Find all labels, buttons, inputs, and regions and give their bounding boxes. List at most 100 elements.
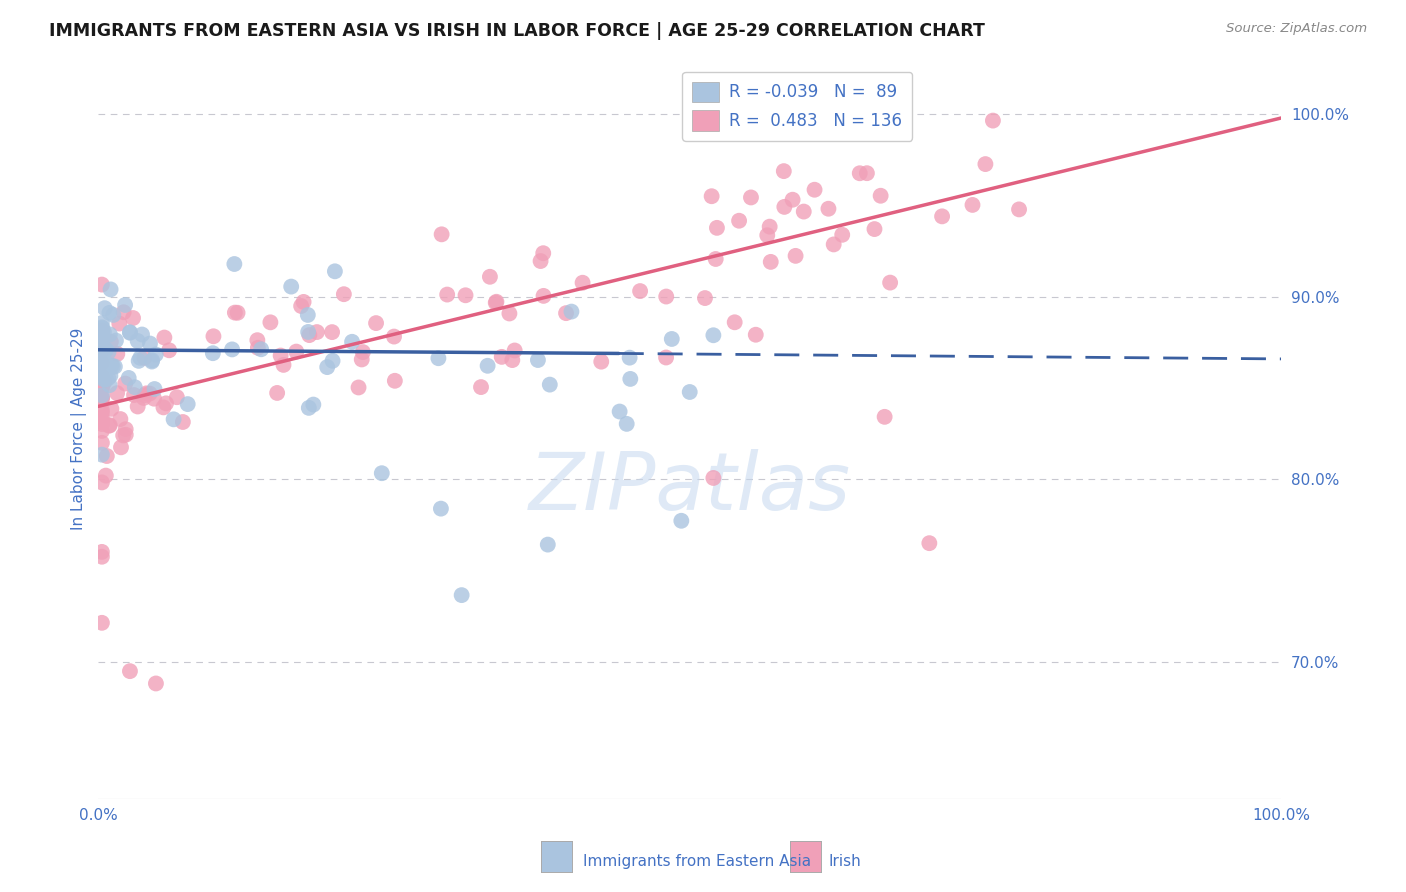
Point — [981, 113, 1004, 128]
Point — [873, 409, 896, 424]
Point — [340, 334, 363, 349]
Point — [100, 359, 122, 373]
Point — [758, 219, 780, 234]
Point — [297, 308, 319, 322]
Point — [94, 468, 117, 483]
Point — [537, 538, 560, 552]
Point — [333, 287, 356, 301]
Point — [90, 356, 112, 370]
Point — [90, 415, 112, 429]
Point — [706, 220, 728, 235]
Point — [224, 257, 246, 271]
Point — [266, 386, 288, 401]
Point — [134, 388, 156, 402]
Point — [292, 294, 315, 309]
Point — [533, 289, 555, 303]
Point — [110, 440, 132, 454]
Point — [118, 326, 141, 340]
Point — [98, 418, 121, 433]
Point — [114, 422, 136, 436]
Point — [571, 276, 593, 290]
Point — [132, 391, 155, 405]
Point — [974, 157, 997, 171]
Point — [371, 466, 394, 480]
Point — [155, 396, 177, 410]
Point — [90, 391, 112, 405]
Point — [793, 204, 815, 219]
Point — [90, 351, 112, 365]
Point — [90, 323, 112, 337]
Text: Immigrants from Eastern Asia: Immigrants from Eastern Asia — [583, 855, 811, 869]
Point — [305, 325, 328, 339]
Point — [129, 351, 152, 365]
Point — [122, 311, 145, 326]
Point — [350, 352, 373, 367]
Point — [863, 222, 886, 236]
Point — [224, 305, 246, 319]
Point — [97, 345, 120, 359]
Point — [298, 401, 321, 415]
Point — [364, 316, 387, 330]
Point — [531, 246, 554, 260]
Point — [90, 334, 112, 349]
Point — [141, 354, 163, 368]
Point — [704, 252, 727, 266]
Point — [90, 343, 112, 358]
Point — [114, 298, 136, 312]
Point — [856, 166, 879, 180]
Point — [485, 294, 508, 309]
Point — [273, 358, 295, 372]
Point — [127, 334, 149, 348]
Point — [90, 354, 112, 368]
Point — [112, 428, 135, 442]
Point — [785, 249, 807, 263]
Point — [141, 353, 163, 368]
Point — [108, 317, 131, 331]
Point — [90, 337, 112, 351]
Point — [90, 415, 112, 429]
Point — [103, 308, 125, 322]
Point — [98, 327, 121, 342]
Point — [616, 417, 638, 431]
Point — [90, 368, 112, 383]
Point — [655, 351, 678, 365]
Point — [101, 359, 124, 374]
Point — [93, 342, 115, 356]
Point — [98, 378, 121, 392]
Point — [226, 306, 249, 320]
Point — [817, 202, 839, 216]
Point — [679, 384, 702, 399]
Point — [105, 386, 128, 401]
Point — [118, 326, 141, 340]
Point — [823, 237, 845, 252]
Point — [114, 376, 136, 391]
Point — [302, 398, 325, 412]
Point — [848, 166, 870, 180]
Point — [321, 325, 343, 339]
Point — [724, 315, 747, 329]
Point — [90, 326, 112, 340]
Point — [90, 320, 112, 334]
Point — [145, 676, 167, 690]
Point — [382, 329, 405, 343]
Point — [221, 343, 243, 357]
Point — [176, 397, 198, 411]
Point — [118, 371, 141, 385]
Point — [104, 334, 127, 348]
Point — [94, 359, 117, 373]
Point — [122, 388, 145, 402]
Point — [110, 412, 132, 426]
Point — [90, 277, 112, 292]
Point — [322, 353, 344, 368]
Point — [90, 346, 112, 360]
Point — [162, 412, 184, 426]
Point — [128, 354, 150, 368]
Point — [503, 343, 526, 358]
Point — [93, 301, 115, 315]
Point — [270, 349, 292, 363]
Point — [90, 403, 112, 417]
Point — [90, 334, 112, 349]
Point — [609, 404, 631, 418]
Point — [756, 228, 779, 243]
Text: Irish: Irish — [828, 855, 860, 869]
